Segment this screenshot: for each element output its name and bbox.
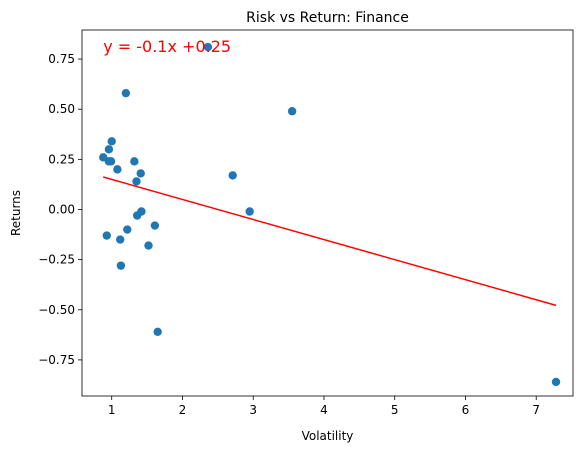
y-tick-label: 0.25 [48, 152, 75, 166]
data-point [137, 169, 145, 177]
data-point [132, 177, 140, 185]
data-point [113, 165, 121, 173]
data-point [117, 261, 125, 269]
y-tick-label: −0.75 [38, 353, 75, 367]
x-axis-ticks: 1 2 3 4 5 6 7 [108, 396, 540, 417]
x-tick-label: 6 [462, 403, 470, 417]
plot-area [82, 30, 573, 396]
data-point [552, 378, 560, 386]
x-tick-label: 1 [108, 403, 116, 417]
data-point [107, 157, 115, 165]
data-point [228, 171, 236, 179]
data-point [105, 145, 113, 153]
x-tick-label: 2 [179, 403, 187, 417]
y-axis-label: Returns [9, 190, 23, 236]
x-tick-label: 7 [532, 403, 540, 417]
data-point [130, 157, 138, 165]
y-axis-ticks: −0.75 −0.50 −0.25 0.00 0.25 0.50 0.75 [38, 52, 82, 367]
y-tick-label: 0.00 [48, 202, 75, 216]
data-point [137, 207, 145, 215]
x-tick-label: 4 [320, 403, 328, 417]
data-point [123, 225, 131, 233]
y-tick-label: −0.25 [38, 253, 75, 267]
data-point [144, 241, 152, 249]
y-tick-label: 0.75 [48, 52, 75, 66]
data-point [103, 231, 111, 239]
x-tick-label: 3 [249, 403, 257, 417]
data-point [245, 207, 253, 215]
data-point [288, 107, 296, 115]
x-axis-label: Volatility [302, 429, 354, 443]
data-point [116, 235, 124, 243]
data-point [154, 328, 162, 336]
y-tick-label: 0.50 [48, 102, 75, 116]
data-point [151, 221, 159, 229]
data-point [122, 89, 130, 97]
trendline-equation: y = -0.1x +0.25 [103, 37, 231, 56]
y-tick-label: −0.50 [38, 303, 75, 317]
chart-title: Risk vs Return: Finance [246, 10, 409, 26]
data-point [108, 137, 116, 145]
x-tick-label: 5 [391, 403, 399, 417]
